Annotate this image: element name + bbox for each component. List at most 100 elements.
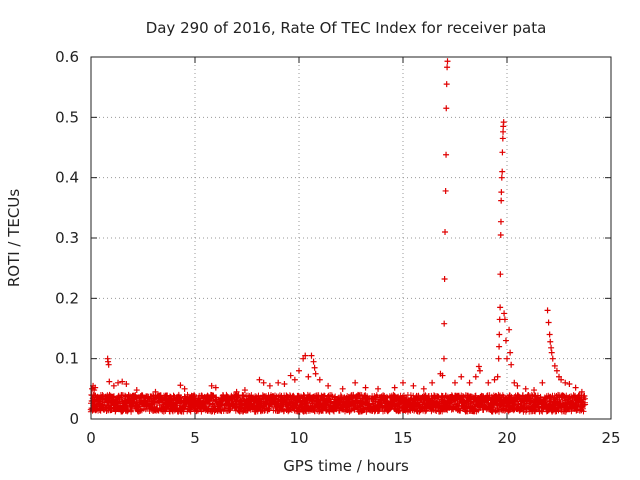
x-tick-label: 0 xyxy=(86,429,96,447)
data-point xyxy=(316,376,323,383)
data-point xyxy=(496,343,503,350)
data-point xyxy=(499,168,506,175)
data-point xyxy=(310,358,317,365)
grid-lines xyxy=(91,57,611,419)
data-point xyxy=(391,384,398,391)
data-point xyxy=(362,384,369,391)
x-tick-label: 5 xyxy=(190,429,200,447)
data-point xyxy=(497,231,504,238)
data-point xyxy=(562,379,569,386)
data-point xyxy=(442,228,449,235)
data-point xyxy=(115,379,122,386)
data-point xyxy=(475,363,482,370)
data-point xyxy=(92,384,99,391)
data-point xyxy=(177,382,184,389)
data-point xyxy=(352,379,359,386)
data-point xyxy=(443,151,450,158)
y-tick-label: 0 xyxy=(69,410,79,428)
data-point xyxy=(208,382,215,389)
data-point xyxy=(466,379,473,386)
data-point xyxy=(544,307,551,314)
y-tick-label: 0.1 xyxy=(55,350,79,368)
data-point xyxy=(152,388,159,395)
data-point xyxy=(501,310,508,317)
data-point xyxy=(302,352,309,359)
data-point xyxy=(497,304,504,311)
data-point xyxy=(545,319,552,326)
data-point xyxy=(506,326,513,333)
data-point xyxy=(281,381,288,388)
data-point xyxy=(444,64,451,71)
data-point xyxy=(556,373,562,380)
data-point xyxy=(514,382,521,389)
data-point xyxy=(547,338,554,345)
data-point xyxy=(548,344,555,351)
data-point xyxy=(508,361,515,368)
data-point xyxy=(498,174,505,181)
data-point xyxy=(495,355,502,362)
data-point xyxy=(472,373,479,380)
data-point xyxy=(498,189,505,196)
y-tick-label: 0.5 xyxy=(55,108,79,126)
data-point xyxy=(291,376,298,383)
data-point xyxy=(522,385,529,392)
data-point xyxy=(498,197,505,204)
data-point xyxy=(458,373,465,380)
data-point xyxy=(500,119,507,126)
data-point xyxy=(260,379,267,386)
data-point xyxy=(305,373,312,380)
data-point xyxy=(105,358,112,365)
data-point xyxy=(539,379,546,386)
data-point xyxy=(241,387,248,394)
data-point xyxy=(325,382,332,389)
data-point xyxy=(491,376,498,383)
data-point xyxy=(497,271,504,278)
data-point xyxy=(507,349,514,356)
data-point xyxy=(496,316,503,323)
data-point xyxy=(442,187,449,194)
data-point xyxy=(553,367,560,374)
data-point xyxy=(133,387,140,394)
data-point xyxy=(485,379,492,386)
data-point xyxy=(551,362,558,369)
data-point xyxy=(531,387,538,394)
data-point xyxy=(497,218,504,225)
y-axis-title: ROTI / TECUs xyxy=(5,189,23,287)
y-tick-label: 0.6 xyxy=(55,48,79,66)
data-point xyxy=(504,355,510,362)
data-point xyxy=(578,388,585,395)
data-point xyxy=(287,372,294,379)
data-point xyxy=(500,128,507,135)
data-point xyxy=(296,367,302,374)
x-axis-title: GPS time / hours xyxy=(283,457,409,475)
data-point xyxy=(181,385,188,392)
data-point xyxy=(499,149,506,156)
data-point xyxy=(275,379,282,386)
data-point xyxy=(549,355,556,362)
y-tick-label: 0.3 xyxy=(55,229,79,247)
data-point xyxy=(110,382,117,389)
data-point xyxy=(400,379,406,386)
axis-ticks xyxy=(90,56,612,420)
data-point xyxy=(494,373,501,380)
data-point xyxy=(119,378,126,385)
data-point xyxy=(440,355,447,362)
data-point xyxy=(300,355,307,362)
data-point xyxy=(441,320,448,327)
y-tick-labels: 0 0.1 0.2 0.3 0.4 0.5 0.6 xyxy=(55,48,79,428)
data-point xyxy=(429,379,436,386)
data-point xyxy=(256,376,263,383)
data-point xyxy=(566,381,573,388)
data-point xyxy=(123,381,130,388)
data-point xyxy=(452,379,458,386)
data-point xyxy=(444,58,451,65)
data-point xyxy=(106,378,113,385)
data-point xyxy=(501,316,508,323)
x-tick-label: 25 xyxy=(601,429,620,447)
data-point xyxy=(266,382,273,389)
data-point xyxy=(339,385,346,392)
x-tick-label: 20 xyxy=(497,429,516,447)
data-point xyxy=(476,367,483,374)
data-point xyxy=(443,105,450,112)
data-point xyxy=(375,385,382,392)
